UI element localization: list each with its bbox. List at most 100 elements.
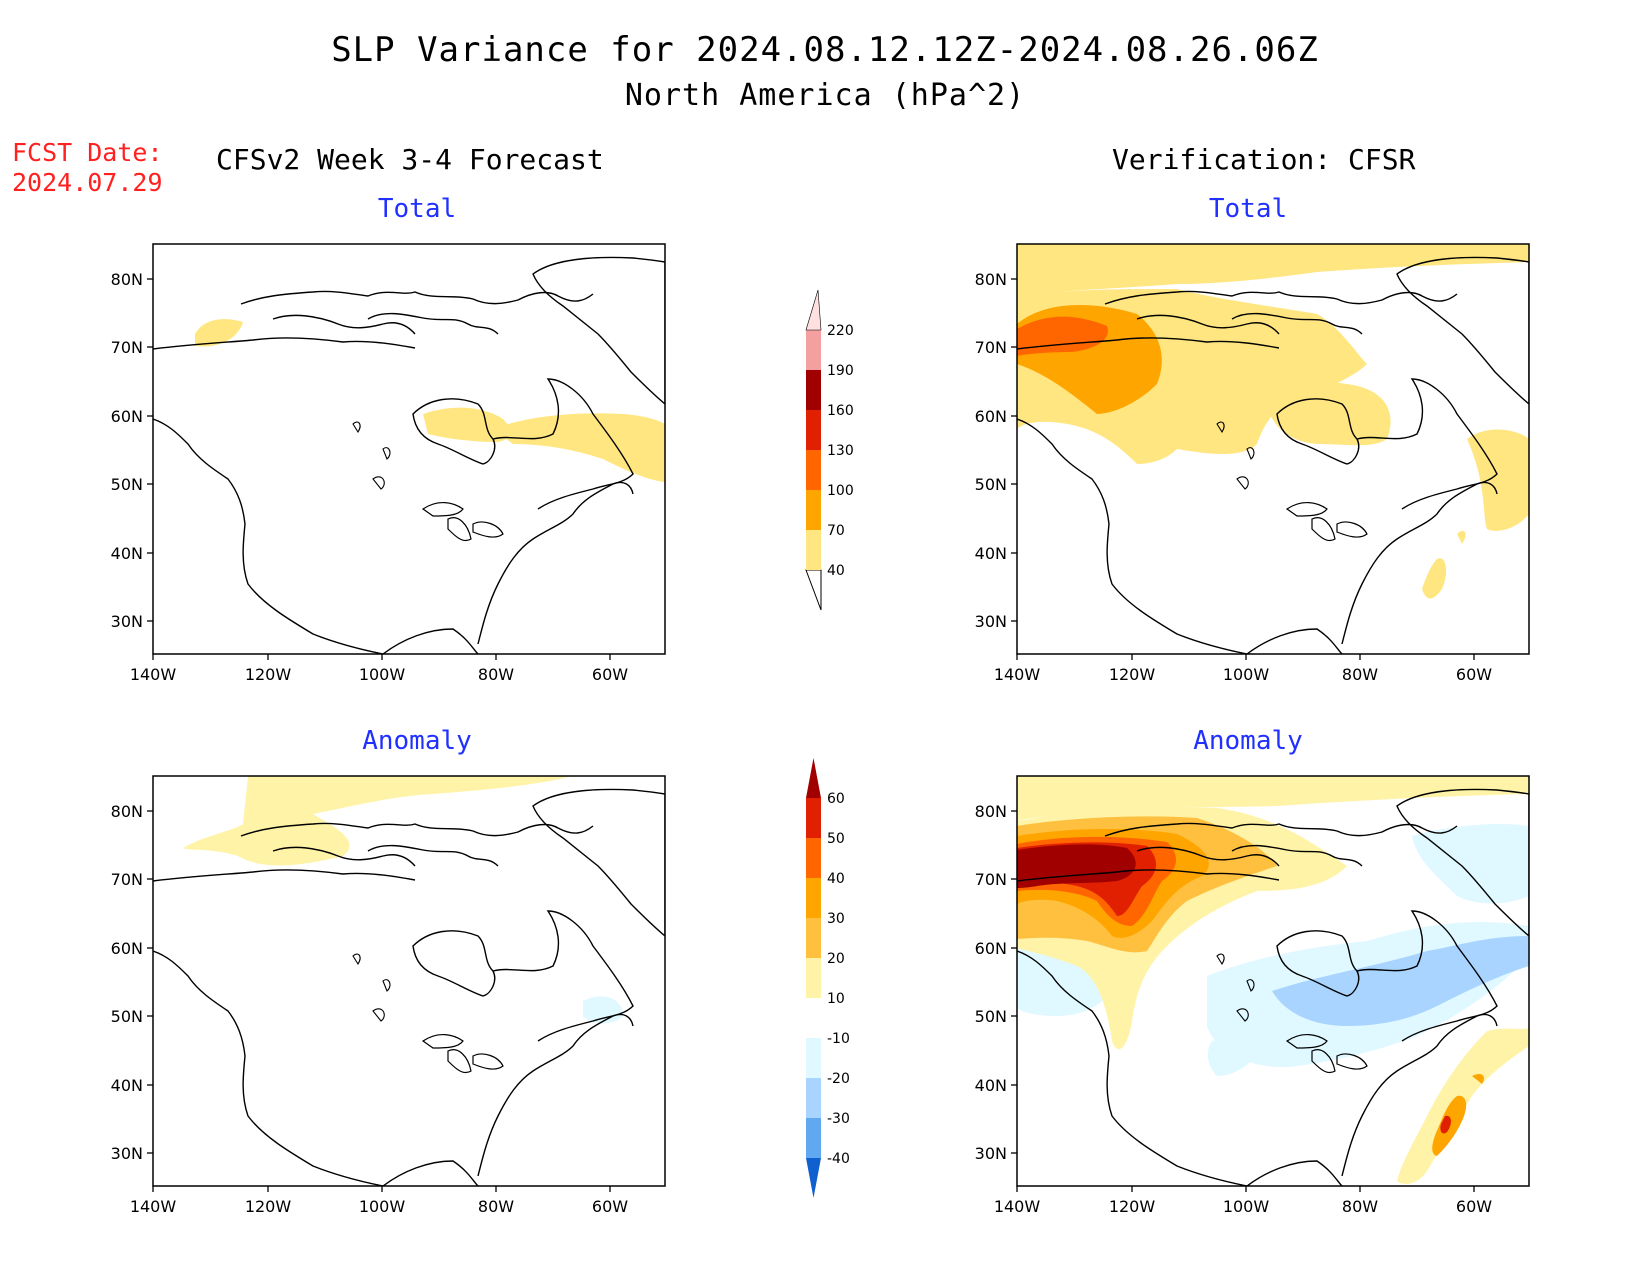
lat-tick-label: 60N <box>111 407 143 426</box>
lon-tick-label: 100W <box>1223 665 1270 684</box>
colorbar-upper-triangle <box>806 758 821 798</box>
lat-tick-label: 30N <box>975 1144 1007 1163</box>
contour-40-atlantic <box>1467 429 1529 531</box>
panel-title-forecast-anomaly: Anomaly <box>362 726 472 756</box>
colorbar-upper-triangle <box>805 289 822 331</box>
lat-tick-label: 70N <box>975 870 1007 889</box>
colorbar-label: -40 <box>827 1151 850 1167</box>
colorbar-box <box>806 530 821 570</box>
colorbar-box <box>806 330 821 370</box>
lat-tick-label: 50N <box>111 475 143 494</box>
lat-tick-label: 50N <box>975 475 1007 494</box>
colorbar-label: 40 <box>827 871 845 887</box>
contour-10-arctic <box>183 776 573 866</box>
lon-tick-label: 100W <box>359 665 406 684</box>
colorbar-box <box>806 918 821 958</box>
colorbar-label: 60 <box>827 791 845 807</box>
lat-tick-label: 60N <box>111 939 143 958</box>
lon-tick-label: 60W <box>1456 665 1492 684</box>
lat-tick-label: 40N <box>975 544 1007 563</box>
lat-tick-label: 70N <box>111 338 143 357</box>
lat-tick-label: 40N <box>111 544 143 563</box>
lon-tick-label: 80W <box>478 1197 514 1216</box>
colorbar-lower-triangle <box>806 1158 821 1198</box>
lat-tick-label: 70N <box>975 338 1007 357</box>
lat-tick-label: 80N <box>111 802 143 821</box>
lon-tick-label: 120W <box>245 665 292 684</box>
forecast-column-title: CFSv2 Week 3-4 Forecast <box>216 143 604 176</box>
lon-tick-label: 140W <box>130 665 177 684</box>
lat-tick-label: 30N <box>111 1144 143 1163</box>
contour-neg10-greenland <box>1412 824 1529 904</box>
colorbar-label: 50 <box>827 831 845 847</box>
lon-tick-label: 100W <box>359 1197 406 1216</box>
lat-tick-label: 50N <box>111 1007 143 1026</box>
contour-40-labrador <box>493 413 665 482</box>
fcst-date-value: 2024.07.29 <box>12 168 163 197</box>
lat-tick-label: 80N <box>975 270 1007 289</box>
colorbar-box <box>806 1118 821 1158</box>
colorbar-lower-triangle <box>805 569 822 611</box>
colorbar-label: 190 <box>827 363 854 379</box>
map-axes: 80N 70N 60N 50N 40N 30N 140W 120W 100W 80W 60W 80N 7… <box>111 270 1493 1216</box>
colorbar-label: 220 <box>827 323 854 339</box>
panel-title-forecast-total: Total <box>377 194 457 224</box>
colorbar-box <box>806 998 821 1038</box>
contour-10-north <box>1017 776 1529 821</box>
lat-tick-label: 60N <box>975 407 1007 426</box>
lon-tick-label: 140W <box>130 1197 177 1216</box>
colorbar-box <box>806 838 821 878</box>
colorbar-label: 20 <box>827 951 845 967</box>
fcst-date-label: FCST Date: <box>12 138 163 167</box>
lon-tick-label: 80W <box>478 665 514 684</box>
lat-tick-label: 40N <box>111 1076 143 1095</box>
colorbar-label: 100 <box>827 483 854 499</box>
figure-subtitle: North America (hPa^2) <box>624 78 1026 113</box>
lon-tick-label: 120W <box>245 1197 292 1216</box>
lon-tick-label: 60W <box>592 1197 628 1216</box>
verification-total-panel <box>1016 243 1530 655</box>
colorbar-label: -20 <box>827 1071 850 1087</box>
colorbar-box <box>806 878 821 918</box>
colorbar-total: 40 70 100 130 160 190 220 <box>805 289 854 611</box>
figure-title: SLP Variance for 2024.08.12.12Z-2024.08.… <box>331 30 1319 70</box>
contour-neg20 <box>1272 936 1529 1026</box>
lat-tick-label: 30N <box>975 612 1007 631</box>
forecast-anomaly-panel <box>152 775 666 1187</box>
contour-50-gulfstream <box>1440 1115 1451 1134</box>
colorbar-label: 40 <box>827 563 845 579</box>
forecast-total-panel <box>152 243 666 655</box>
colorbar-box <box>806 490 821 530</box>
colorbar-label: -10 <box>827 1031 850 1047</box>
lon-tick-label: 80W <box>1342 665 1378 684</box>
colorbar-box <box>806 410 821 450</box>
lon-tick-label: 140W <box>994 1197 1041 1216</box>
lon-tick-label: 140W <box>994 665 1041 684</box>
contour-40-north-band <box>1017 244 1529 299</box>
contour-40-hudson <box>1267 382 1391 446</box>
colorbar-box <box>806 1078 821 1118</box>
lat-tick-label: 40N <box>975 1076 1007 1095</box>
colorbar-label: 70 <box>827 523 845 539</box>
lat-tick-label: 70N <box>111 870 143 889</box>
lat-tick-label: 50N <box>975 1007 1007 1026</box>
colorbar-box <box>806 1038 821 1078</box>
colorbar-label: 130 <box>827 443 854 459</box>
lat-tick-label: 80N <box>975 802 1007 821</box>
contour-30-gulfstream <box>1432 1073 1484 1156</box>
lon-tick-label: 60W <box>592 665 628 684</box>
colorbar-label: 30 <box>827 911 845 927</box>
colorbar-label: 160 <box>827 403 854 419</box>
verification-column-title: Verification: CFSR <box>1112 143 1416 176</box>
lat-tick-label: 60N <box>975 939 1007 958</box>
colorbar-label: 10 <box>827 991 845 1007</box>
panel-title-verification-anomaly: Anomaly <box>1193 726 1303 756</box>
lat-tick-label: 30N <box>111 612 143 631</box>
colorbar-box <box>806 450 821 490</box>
contour-neg10-south <box>1207 1037 1257 1076</box>
contour-60 <box>1017 844 1136 888</box>
verification-anomaly-panel <box>1016 775 1530 1187</box>
lon-tick-label: 60W <box>1456 1197 1492 1216</box>
colorbar-label: -30 <box>827 1111 850 1127</box>
contour-40-gulfstream <box>1422 530 1466 599</box>
